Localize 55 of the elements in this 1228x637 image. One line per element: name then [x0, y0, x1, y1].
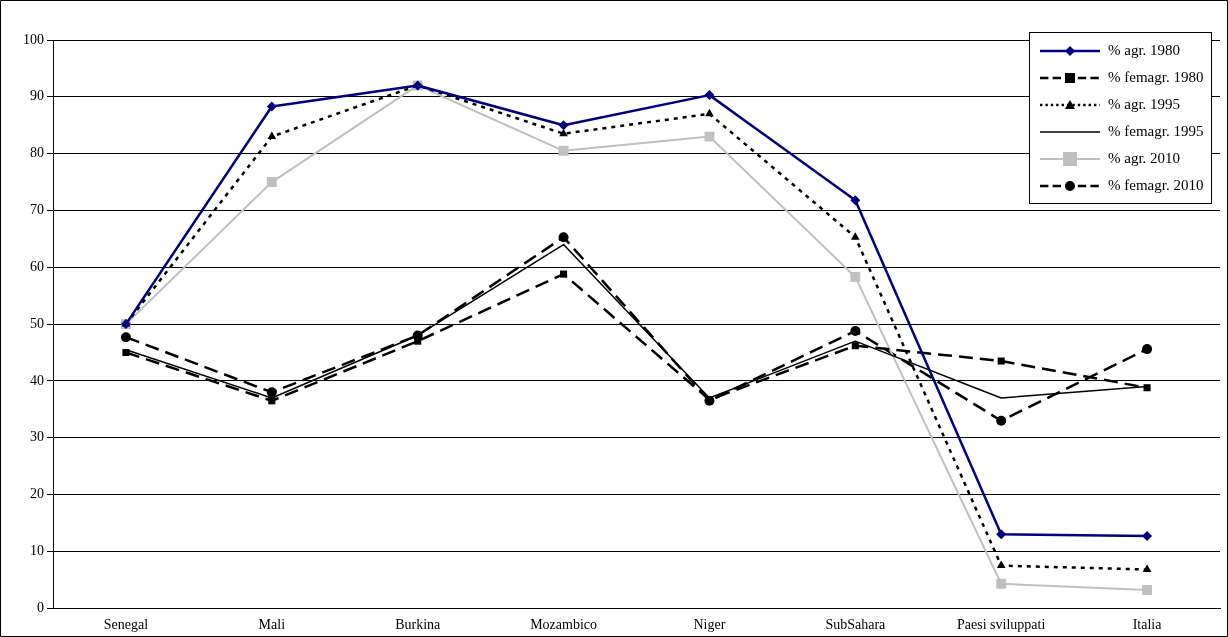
point — [704, 131, 715, 142]
point — [1143, 384, 1151, 392]
point — [266, 387, 277, 398]
point — [267, 131, 277, 140]
x-tick-label: Burkina — [395, 617, 442, 633]
point — [1142, 344, 1153, 355]
x-tick-label: Senegal — [103, 617, 149, 633]
y-tick-label: 80 — [30, 145, 44, 161]
point — [1142, 531, 1153, 542]
point — [997, 357, 1005, 365]
legend-label: % femagr. 1980 — [1108, 69, 1204, 86]
legend-label: % agr. 1980 — [1108, 42, 1181, 59]
x-tick-label: Niger — [693, 617, 726, 633]
legend-label: % femagr. 2010 — [1108, 177, 1204, 194]
point — [560, 270, 568, 278]
y-tick-label: 40 — [30, 372, 44, 388]
point — [850, 325, 861, 336]
point — [996, 415, 1007, 426]
point — [1142, 564, 1152, 573]
point — [996, 578, 1007, 589]
y-tick-label: 70 — [30, 202, 44, 218]
point — [268, 397, 276, 405]
point — [705, 108, 714, 117]
y-tick-label: 10 — [30, 543, 44, 559]
y-tick-label: 20 — [30, 486, 44, 502]
point — [122, 348, 130, 357]
point — [851, 342, 859, 350]
y-tick-label: 30 — [30, 429, 44, 445]
point — [266, 177, 277, 187]
point — [1142, 585, 1153, 595]
y-tick-label: 60 — [30, 258, 44, 274]
point — [558, 120, 569, 131]
point — [850, 195, 861, 206]
point — [266, 101, 277, 112]
x-tick-label: Italia — [1132, 617, 1163, 633]
x-tick-label: SubSahara — [825, 617, 887, 633]
point — [850, 232, 860, 240]
point — [704, 90, 715, 101]
legend-label: % femagr. 1995 — [1108, 123, 1204, 140]
point — [120, 332, 131, 343]
y-tick-label: 90 — [30, 88, 44, 104]
point — [558, 232, 569, 243]
y-tick-label: 50 — [30, 315, 44, 331]
point — [559, 128, 568, 137]
point — [850, 271, 861, 282]
legend-label: % agr. 1995 — [1108, 96, 1181, 113]
point — [996, 560, 1006, 569]
legend-label: % agr. 2010 — [1108, 150, 1181, 167]
point — [996, 529, 1007, 540]
point — [558, 145, 569, 156]
y-tick-label: 100 — [23, 31, 44, 47]
x-tick-label: Mozambico — [530, 617, 597, 633]
x-tick-label: Mali — [258, 617, 286, 633]
y-tick-label: 0 — [37, 599, 44, 615]
x-tick-label: Paesi sviluppati — [957, 617, 1046, 633]
